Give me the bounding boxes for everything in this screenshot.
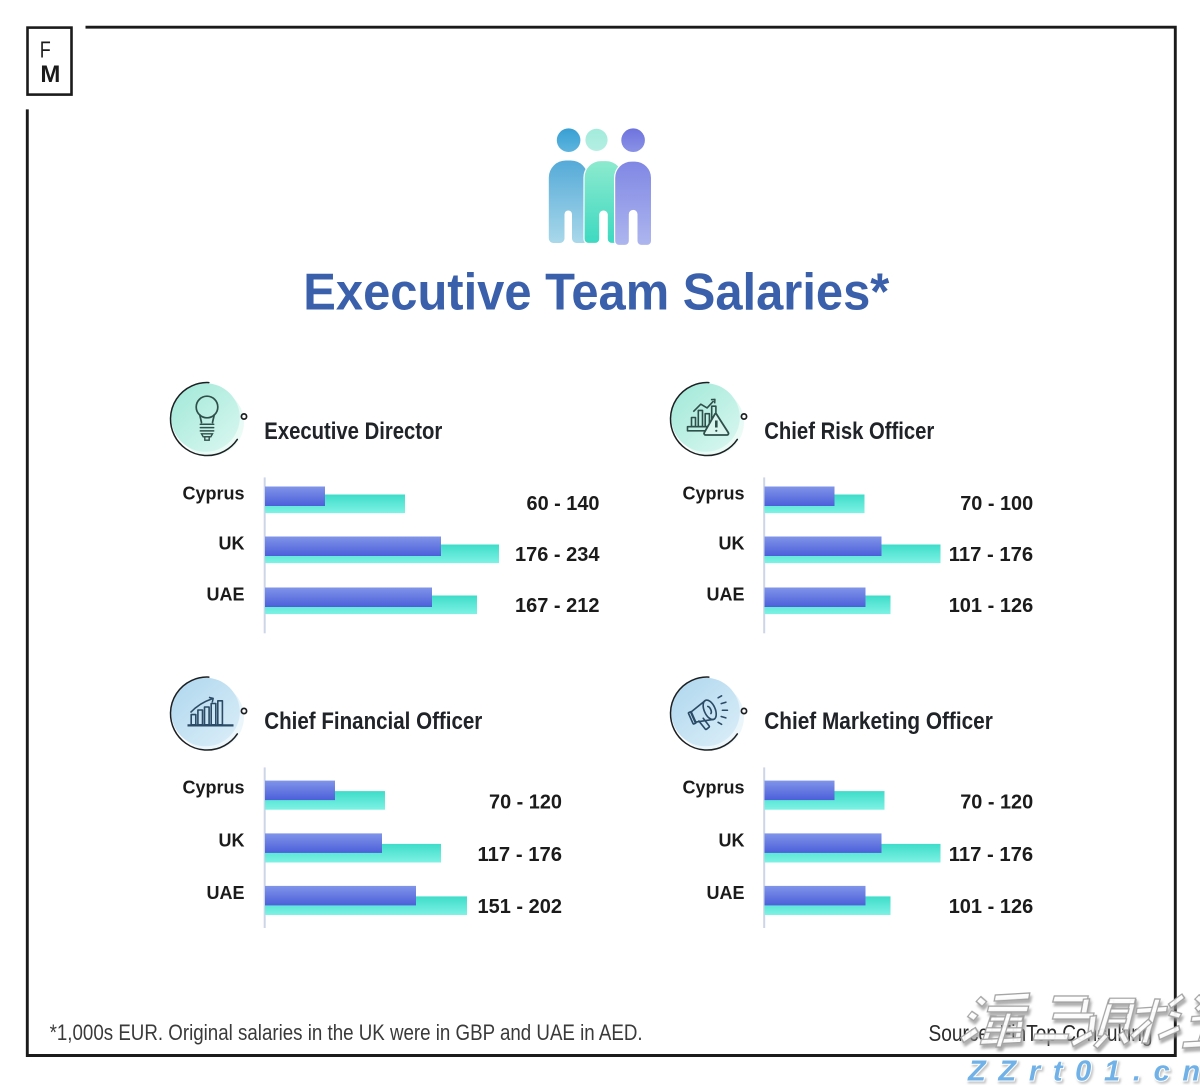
svg-text:UK: UK [219, 534, 245, 554]
svg-text:UAE: UAE [706, 585, 744, 605]
svg-text:151 - 202: 151 - 202 [478, 895, 563, 918]
svg-text:117 - 176: 117 - 176 [478, 843, 563, 866]
svg-text:UK: UK [719, 534, 745, 554]
svg-text:117 - 176: 117 - 176 [949, 843, 1034, 866]
svg-text:117 - 176: 117 - 176 [949, 543, 1034, 566]
svg-text:ZZrt01.cn: ZZrt01.cn [967, 1056, 1200, 1085]
svg-text:F: F [40, 37, 51, 63]
svg-text:UAE: UAE [706, 883, 744, 903]
svg-text:176 - 234: 176 - 234 [515, 543, 600, 566]
svg-text:*1,000s EUR. Original salaries: *1,000s EUR. Original salaries in the UK… [50, 1020, 643, 1045]
svg-text:70 - 100: 70 - 100 [960, 492, 1033, 515]
svg-text:60 - 140: 60 - 140 [527, 492, 600, 515]
svg-text:Source: FinTop Consulting: Source: FinTop Consulting [929, 1020, 1153, 1046]
svg-text:70 - 120: 70 - 120 [489, 791, 562, 814]
svg-text:UAE: UAE [206, 883, 244, 903]
svg-text:Chief Risk Officer: Chief Risk Officer [764, 418, 934, 445]
svg-text:Cyprus: Cyprus [182, 778, 244, 798]
svg-text:101 - 126: 101 - 126 [949, 895, 1034, 918]
svg-text:UAE: UAE [206, 585, 244, 605]
svg-text:UK: UK [719, 830, 745, 850]
svg-text:Chief Financial Officer: Chief Financial Officer [264, 708, 482, 735]
svg-text:UK: UK [219, 830, 245, 850]
svg-text:Executive Director: Executive Director [264, 418, 442, 445]
svg-text:Executive Team Salaries*: Executive Team Salaries* [303, 263, 890, 321]
svg-text:Cyprus: Cyprus [682, 484, 744, 504]
svg-text:Cyprus: Cyprus [682, 778, 744, 798]
svg-text:Chief Marketing Officer: Chief Marketing Officer [764, 708, 993, 735]
svg-text:101 - 126: 101 - 126 [949, 594, 1034, 617]
svg-text:M: M [40, 61, 60, 88]
svg-text:167 - 212: 167 - 212 [515, 594, 600, 617]
svg-text:Cyprus: Cyprus [182, 484, 244, 504]
svg-text:70 - 120: 70 - 120 [960, 791, 1033, 814]
